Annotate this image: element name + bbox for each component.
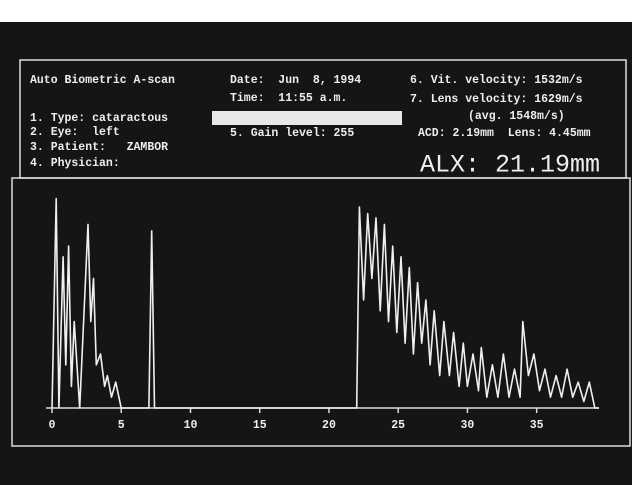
acd-lens: ACD: 2.19mm Lens: 4.45mm [418, 127, 591, 140]
x-tick-label: 30 [461, 419, 475, 432]
page: {"screen":{"title":"Auto Biometric A-sca… [0, 0, 632, 485]
title: Auto Biometric A-scan [30, 74, 175, 87]
x-tick-label: 25 [391, 419, 405, 432]
vit-velocity: 6. Vit. velocity: 1532m/s [410, 74, 583, 87]
x-tick-label: 5 [118, 419, 125, 432]
x-tick-label: 0 [49, 419, 56, 432]
physician: 4. Physician: [30, 157, 120, 170]
alx: ALX: 21.19mm [420, 151, 600, 180]
x-tick-label: 35 [530, 419, 544, 432]
lens-velocity: 7. Lens velocity: 1629m/s [410, 93, 583, 106]
screen: Auto Biometric A-scan 1. Type: cataracto… [0, 0, 632, 485]
x-tick-label: 10 [184, 419, 198, 432]
type: 1. Type: cataractous [30, 112, 168, 125]
highlight-bar [212, 111, 402, 125]
date: Date: Jun 8, 1994 [230, 74, 361, 87]
eye: 2. Eye: left [30, 126, 120, 139]
x-tick-label: 15 [253, 419, 267, 432]
avg-velocity: (avg. 1548m/s) [468, 110, 565, 123]
time: Time: 11:55 a.m. [230, 92, 347, 105]
x-tick-label: 20 [322, 419, 336, 432]
gain: 5. Gain level: 255 [230, 127, 354, 140]
patient: 3. Patient: ZAMBOR [30, 141, 168, 154]
